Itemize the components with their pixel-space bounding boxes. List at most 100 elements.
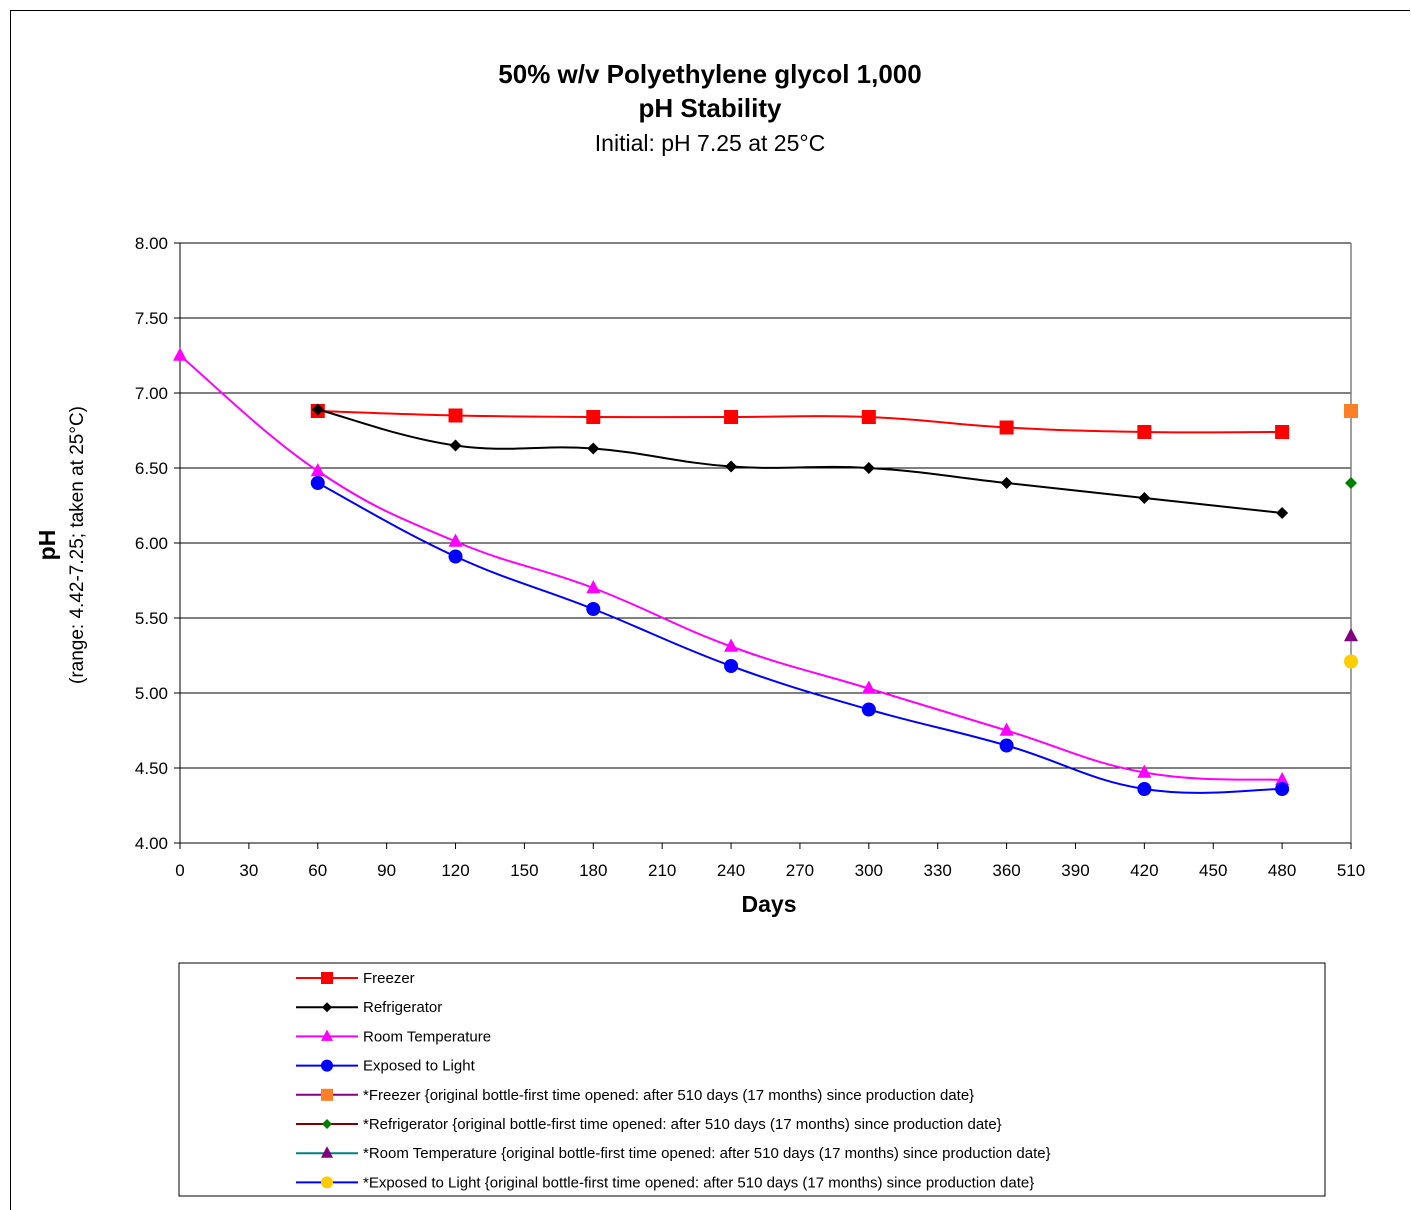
x-tick-label: 480 bbox=[1268, 861, 1296, 880]
data-point bbox=[1344, 404, 1358, 418]
series-3 bbox=[310, 476, 1290, 796]
y-axis-label: pH bbox=[34, 530, 60, 561]
series-line bbox=[317, 410, 1283, 434]
data-point bbox=[448, 549, 463, 564]
y-tick-label: 8.00 bbox=[135, 234, 168, 253]
series-line bbox=[317, 482, 1283, 794]
data-point bbox=[173, 347, 187, 361]
x-tick-label: 300 bbox=[855, 861, 883, 880]
legend-label: *Freezer {original bottle-first time ope… bbox=[363, 1087, 974, 1104]
x-tick-label: 270 bbox=[786, 861, 814, 880]
legend-marker bbox=[321, 1029, 333, 1041]
data-point bbox=[1275, 782, 1290, 796]
data-point bbox=[1137, 425, 1152, 439]
x-axis-label: Days bbox=[742, 891, 797, 917]
data-point bbox=[999, 722, 1014, 736]
data-point bbox=[861, 410, 876, 424]
chart-frame bbox=[10, 10, 1410, 1210]
x-tick-label: 510 bbox=[1337, 861, 1365, 880]
data-point bbox=[586, 602, 601, 616]
legend-item: Freezer bbox=[296, 970, 415, 987]
series-5 bbox=[1345, 477, 1357, 489]
legend-label: Freezer bbox=[363, 970, 415, 987]
series-4 bbox=[1344, 404, 1358, 418]
data-point bbox=[448, 408, 463, 423]
data-point bbox=[1137, 782, 1152, 796]
y-tick-label: 7.50 bbox=[135, 309, 168, 328]
legend-item: *Refrigerator {original bottle-first tim… bbox=[296, 1116, 1002, 1133]
y-tick-label: 6.00 bbox=[135, 534, 168, 553]
series-layer bbox=[173, 347, 1358, 796]
y-axis-ticks: 4.00 4.50 5.00 5.50 6.00 6.50 7.00 7.50 8.00 bbox=[135, 234, 180, 853]
data-point bbox=[586, 579, 601, 594]
legend-label: Refrigerator bbox=[363, 999, 442, 1016]
data-point bbox=[449, 439, 462, 452]
legend-marker bbox=[321, 972, 333, 984]
data-point bbox=[1137, 764, 1152, 778]
legend-item: Exposed to Light bbox=[296, 1058, 476, 1075]
data-point bbox=[999, 738, 1014, 753]
series-1 bbox=[311, 403, 1289, 519]
x-tick-label: 30 bbox=[239, 861, 258, 880]
x-tick-label: 450 bbox=[1199, 861, 1227, 880]
series-2 bbox=[173, 347, 1290, 786]
chart-title-line2: pH Stability bbox=[638, 93, 782, 123]
series-0 bbox=[310, 404, 1290, 439]
data-point bbox=[1138, 492, 1151, 504]
y-axis-sublabel: (range: 4.42-7.25; taken at 25°C) bbox=[67, 406, 88, 684]
data-point bbox=[448, 533, 463, 547]
series-7 bbox=[1344, 654, 1358, 669]
data-point bbox=[311, 403, 324, 416]
legend: Freezer Refrigerator Room Temperature Expos… bbox=[296, 970, 1051, 1191]
x-tick-label: 240 bbox=[717, 861, 745, 880]
x-tick-label: 330 bbox=[924, 861, 952, 880]
data-point bbox=[1275, 771, 1290, 786]
x-tick-label: 60 bbox=[308, 861, 327, 880]
plot-area bbox=[179, 242, 1352, 844]
data-point bbox=[862, 462, 875, 474]
legend-marker bbox=[322, 1002, 332, 1013]
data-point bbox=[1344, 654, 1358, 669]
data-point bbox=[1344, 627, 1358, 642]
x-tick-label: 210 bbox=[648, 861, 676, 880]
data-point bbox=[310, 462, 325, 477]
legend-marker bbox=[321, 1088, 333, 1101]
x-tick-label: 90 bbox=[377, 861, 396, 880]
x-axis-ticks: 0 30 60 90 120 150 180 210 240 270 300 330 360 390 420… bbox=[175, 843, 1365, 880]
y-tick-label: 4.00 bbox=[135, 834, 168, 853]
legend-item: *Exposed to Light {original bottle-first… bbox=[296, 1174, 1034, 1191]
data-point bbox=[999, 420, 1014, 435]
x-tick-label: 120 bbox=[441, 861, 469, 880]
data-point bbox=[586, 410, 601, 424]
x-tick-label: 150 bbox=[510, 861, 538, 880]
legend-label: *Refrigerator {original bottle-first tim… bbox=[363, 1116, 1002, 1133]
x-tick-label: 360 bbox=[992, 861, 1020, 880]
data-point bbox=[310, 476, 325, 490]
series-6 bbox=[1344, 627, 1358, 642]
legend-item: Refrigerator bbox=[296, 999, 442, 1016]
legend-label: Exposed to Light bbox=[363, 1058, 476, 1075]
y-tick-label: 7.00 bbox=[135, 384, 168, 403]
y-tick-label: 6.50 bbox=[135, 459, 168, 478]
x-tick-label: 0 bbox=[175, 861, 184, 880]
data-point bbox=[861, 702, 876, 717]
legend-marker bbox=[322, 1119, 332, 1129]
y-tick-label: 5.50 bbox=[135, 609, 168, 628]
legend-marker bbox=[321, 1059, 333, 1072]
data-point bbox=[1276, 507, 1289, 519]
data-point bbox=[1275, 425, 1290, 439]
y-tick-label: 5.00 bbox=[135, 684, 168, 703]
legend-item: *Room Temperature {original bottle-first… bbox=[296, 1145, 1051, 1162]
data-point bbox=[861, 680, 876, 694]
chart-title: 50% w/v Polyethylene glycol 1,000 bbox=[498, 59, 921, 89]
legend-item: Room Temperature bbox=[296, 1028, 491, 1045]
data-point bbox=[725, 460, 738, 473]
data-point bbox=[1000, 477, 1013, 489]
data-point bbox=[1345, 477, 1357, 489]
legend-item: *Freezer {original bottle-first time ope… bbox=[296, 1087, 974, 1104]
data-point bbox=[724, 410, 739, 424]
y-tick-label: 4.50 bbox=[135, 759, 168, 778]
data-point bbox=[724, 659, 739, 673]
data-point bbox=[587, 442, 600, 455]
